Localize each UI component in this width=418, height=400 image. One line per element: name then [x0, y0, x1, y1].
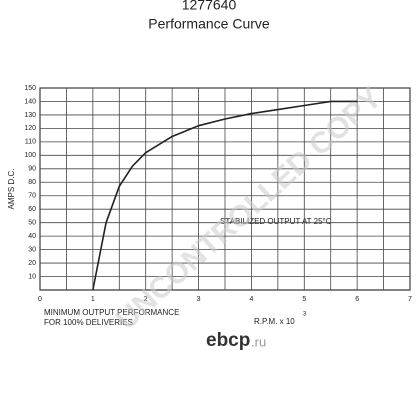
x-tick-label: 4	[249, 296, 253, 303]
y-tick-label: 20	[28, 260, 36, 267]
footnote: FOR 100% DELIVERIES	[44, 318, 133, 327]
y-tick-label: 120	[24, 125, 36, 132]
y-tick-label: 150	[24, 85, 36, 92]
footnote: MINIMUM OUTPUT PERFORMANCE	[44, 308, 179, 317]
annotation: STABILIZED OUTPUT AT 25°C	[220, 217, 332, 226]
y-tick-label: 70	[28, 193, 36, 200]
chart-subtitle: Performance Curve	[148, 16, 270, 32]
y-tick-label: 100	[24, 152, 36, 159]
series-line	[92, 100, 358, 291]
chart-title: 1277640	[182, 0, 237, 13]
y-tick-label: 90	[28, 166, 36, 173]
x-tick-label: 1	[91, 296, 95, 303]
y-tick-label: 140	[24, 98, 36, 105]
y-tick-label: 130	[24, 112, 36, 119]
x-tick-label: 5	[302, 296, 306, 303]
y-tick-label: 10	[28, 273, 36, 280]
x-tick-label: 0	[38, 296, 42, 303]
x-tick-label: 3	[197, 296, 201, 303]
x-tick-label: 7	[408, 296, 412, 303]
y-tick-label: 110	[25, 139, 36, 146]
y-tick-label: 50	[28, 220, 36, 227]
x-axis-label: R.P.M. x 10	[254, 317, 295, 326]
logo-suffix: .ru	[251, 334, 266, 349]
y-tick-label: 30	[28, 246, 36, 253]
x-axis-label-exponent: 3	[303, 312, 307, 318]
logo: ebcp	[206, 330, 250, 351]
y-tick-label: 60	[28, 206, 36, 213]
y-tick-label: 40	[28, 233, 36, 240]
x-tick-label: 2	[144, 296, 148, 303]
y-tick-label: 80	[28, 179, 36, 186]
x-tick-label: 6	[355, 296, 359, 303]
y-axis-label: AMPS D.C.	[7, 169, 16, 210]
